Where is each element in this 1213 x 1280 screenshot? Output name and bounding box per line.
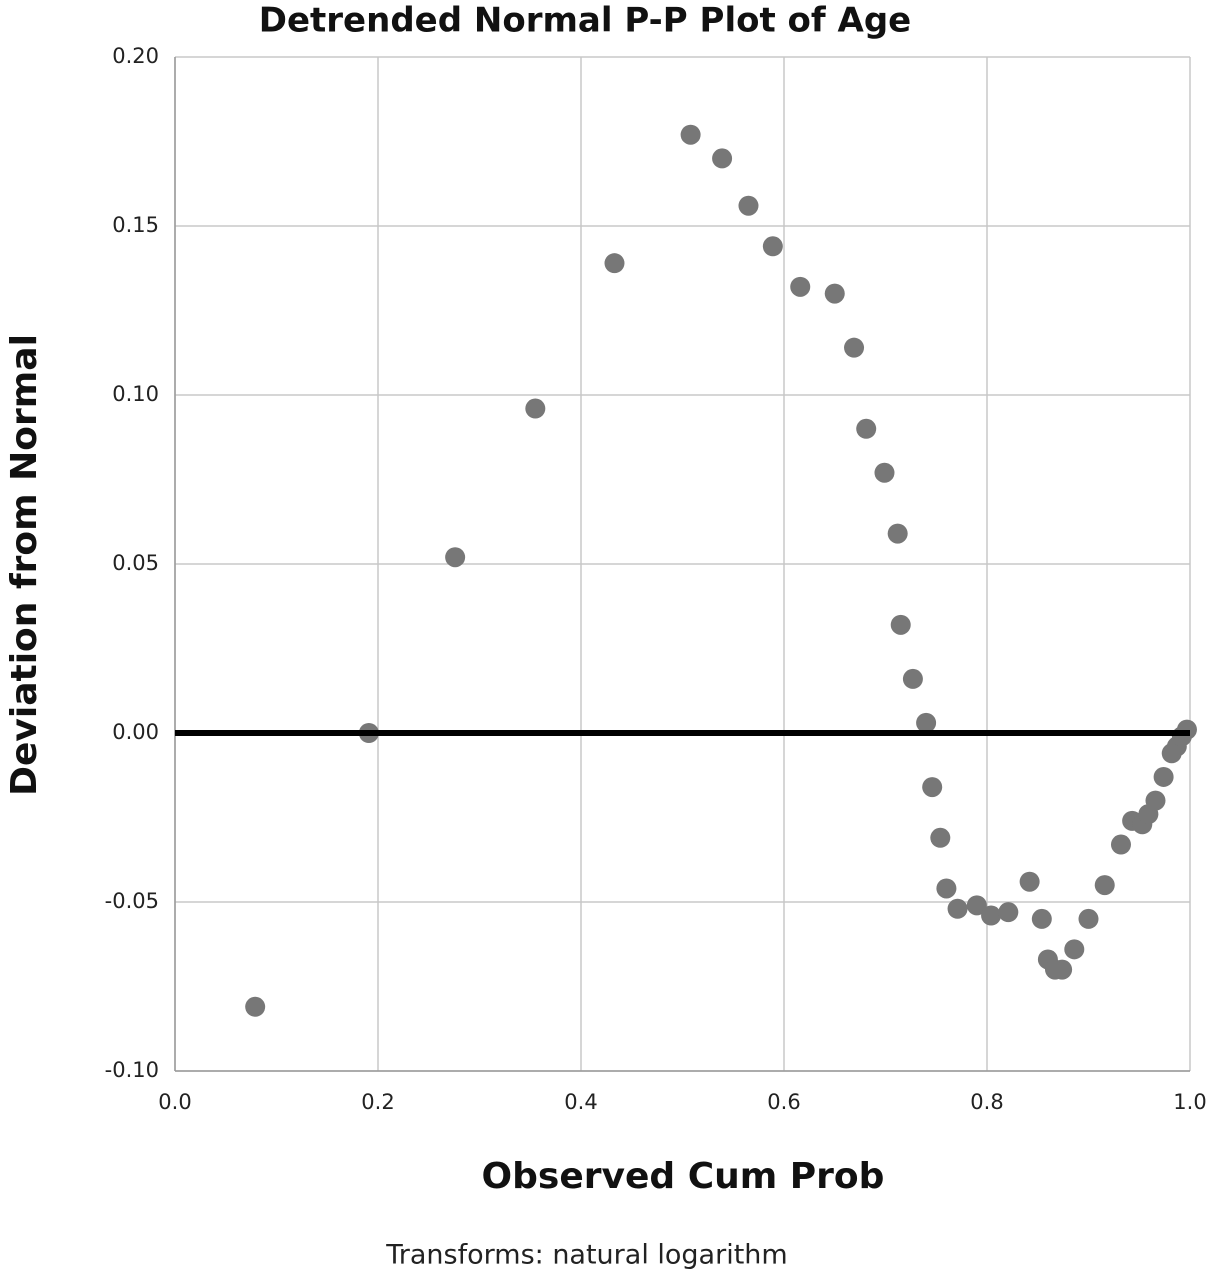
- point: [922, 777, 943, 798]
- point: [947, 898, 968, 919]
- point: [1019, 871, 1040, 892]
- point: [680, 124, 701, 145]
- x-tick-label: 0.8: [970, 1090, 1003, 1114]
- point: [525, 398, 546, 419]
- x-tick-label: 0.6: [767, 1090, 800, 1114]
- x-tick-label: 0.2: [361, 1090, 394, 1114]
- point: [916, 712, 937, 733]
- footnote: Transforms: natural logarithm: [385, 1240, 787, 1271]
- point: [1153, 766, 1174, 787]
- point: [890, 614, 911, 635]
- point: [902, 668, 923, 689]
- point: [604, 253, 625, 274]
- point: [966, 895, 987, 916]
- point: [1052, 959, 1073, 980]
- point: [712, 148, 733, 169]
- point: [790, 276, 811, 297]
- point: [1094, 875, 1115, 896]
- point: [874, 462, 895, 483]
- point: [930, 827, 951, 848]
- point: [1031, 908, 1052, 929]
- point: [1110, 834, 1131, 855]
- point: [887, 523, 908, 544]
- y-tick-label: 0.20: [112, 44, 159, 68]
- x-axis-title: Observed Cum Prob: [482, 1156, 885, 1197]
- point: [1145, 790, 1166, 811]
- y-tick-label: -0.05: [105, 889, 159, 913]
- y-axis-title: Deviation from Normal: [4, 334, 45, 796]
- x-tick-label: 1.0: [1173, 1090, 1206, 1114]
- point: [844, 337, 865, 358]
- y-tick-label: -0.10: [105, 1058, 159, 1082]
- y-tick-label: 0.00: [112, 720, 159, 744]
- point: [856, 418, 877, 439]
- point: [245, 996, 266, 1017]
- point: [445, 547, 466, 568]
- point: [738, 195, 759, 216]
- y-tick-label: 0.15: [112, 213, 159, 237]
- point: [936, 878, 957, 899]
- x-tick-label: 0.4: [564, 1090, 597, 1114]
- point: [1064, 939, 1085, 960]
- y-tick-label: 0.05: [112, 551, 159, 575]
- point: [824, 283, 845, 304]
- point: [1078, 908, 1099, 929]
- point: [981, 905, 1002, 926]
- point: [1176, 719, 1197, 740]
- point: [998, 902, 1019, 923]
- chart-title: Detrended Normal P-P Plot of Age: [259, 1, 912, 41]
- x-tick-label: 0.0: [158, 1090, 191, 1114]
- point: [762, 236, 783, 257]
- y-tick-label: 0.10: [112, 382, 159, 406]
